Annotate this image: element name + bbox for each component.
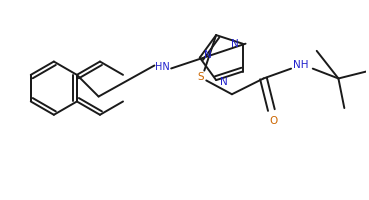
Text: HN: HN [155, 62, 170, 72]
Text: O: O [269, 116, 277, 126]
Text: N: N [231, 39, 239, 49]
Text: N: N [204, 50, 211, 60]
Text: S: S [197, 72, 204, 82]
Text: NH: NH [293, 60, 309, 70]
Text: N: N [220, 77, 228, 87]
